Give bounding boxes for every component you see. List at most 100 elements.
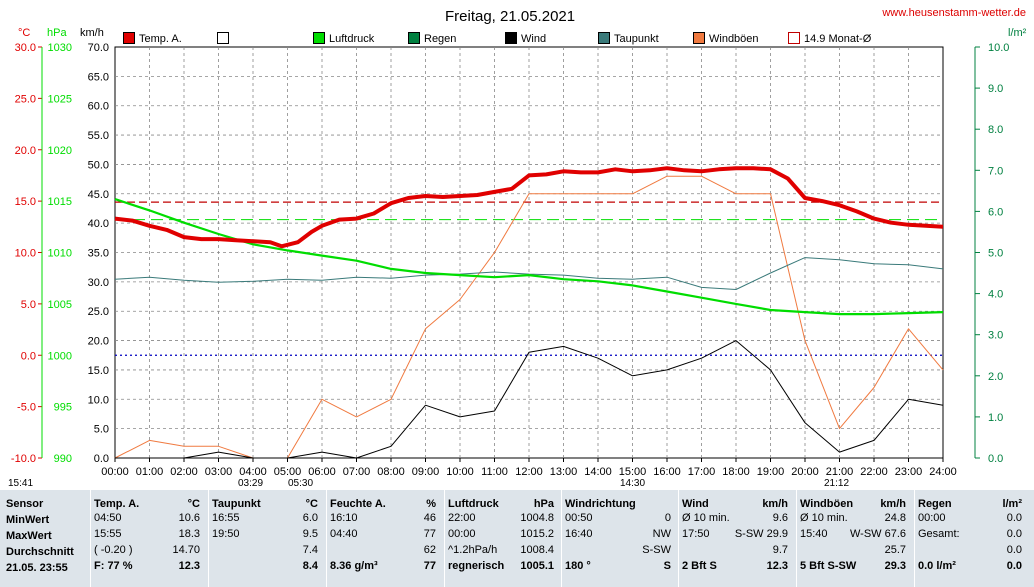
- table-cell-value: 1008.4: [520, 544, 554, 556]
- x-tick-label: 03:00: [205, 466, 233, 478]
- table-row: 17:50 S-SW 29.9: [682, 526, 794, 542]
- wind-tick-label: 40.0: [88, 218, 109, 230]
- table-col-unit: °C: [187, 498, 200, 510]
- table-cell-label: 00:00: [918, 512, 946, 524]
- table-divider: [90, 490, 91, 587]
- table-col-header: Windrichtung: [565, 498, 677, 510]
- wind-tick-label: 35.0: [88, 248, 109, 260]
- pressure-tick-label: 1020: [48, 145, 72, 157]
- temp-tick-label: 30.0: [15, 42, 36, 54]
- table-row: Gesamt: 0.0: [918, 526, 1028, 542]
- table-divider: [208, 490, 209, 587]
- table-row: 180 ° S: [565, 558, 677, 574]
- table-cell-value: 29.3: [884, 560, 906, 572]
- pressure-tick-label: 1005: [48, 299, 72, 311]
- table-cell-label: ( -0.20 ): [94, 544, 133, 556]
- legend-label: Regen: [424, 33, 457, 45]
- table-col: Regen l/m² 00:00 0.0 Gesamt: 0.0 0.0 0.0 l/m² 0.…: [918, 490, 1028, 587]
- rain-unit-label: l/m²: [1008, 27, 1027, 39]
- rain-tick-label: 6.0: [988, 206, 1003, 218]
- table-cell-label: 16:40: [565, 528, 593, 540]
- table-col-title: Feuchte A.: [330, 498, 386, 510]
- table-cell-value: 10.6: [178, 512, 200, 524]
- legend-swatch: [408, 32, 420, 44]
- table-cell-value: 0.0: [1006, 544, 1022, 556]
- pressure-tick-label: 995: [54, 402, 72, 414]
- table-cell-label: Durchschnitt: [6, 546, 74, 558]
- table-cell-label: 04:40: [330, 528, 358, 540]
- x-tick-label: 23:00: [895, 466, 923, 478]
- temp-unit-label: °C: [18, 27, 30, 39]
- table-cell-label: ^1.2hPa/h: [448, 544, 498, 556]
- table-col-header: Taupunkt °C: [212, 498, 324, 510]
- x-tick-label: 12:00: [515, 466, 543, 478]
- table-divider: [326, 490, 327, 587]
- legend-swatch: [123, 32, 135, 44]
- rain-tick-label: 10.0: [988, 42, 1009, 54]
- table-cell-value: 6.0: [302, 512, 318, 524]
- x-tick-label: 21:00: [826, 466, 854, 478]
- temp-tick-label: 20.0: [15, 145, 36, 157]
- table-col: Taupunkt °C 16:55 6.0 19:50 9.5 7.4 8.4: [212, 490, 324, 587]
- table-cell-label: Gesamt:: [918, 528, 960, 540]
- table-cell-label: 16:55: [212, 512, 240, 524]
- rain-tick-label: 8.0: [988, 124, 1003, 136]
- x-tick-label: 24:00: [929, 466, 957, 478]
- table-cell-value: 8.4: [302, 560, 318, 572]
- table-divider: [914, 490, 915, 587]
- table-cell-value: S-SW 29.9: [734, 528, 788, 540]
- table-cell-value: W-SW 67.6: [849, 528, 906, 540]
- table-col: Feuchte A.% 16:10 46 04:40 77 62 8.36 g/m³ 77: [330, 490, 442, 587]
- table-col: Wind km/h Ø 10 min. 9.6 17:50 S-SW 29.9 9.7 2 B…: [682, 490, 794, 587]
- wind-tick-label: 5.0: [94, 424, 109, 436]
- table-col-title: Regen: [918, 498, 952, 510]
- temp-tick-label: 25.0: [15, 93, 36, 105]
- site-link[interactable]: www.heusenstamm-wetter.de: [882, 7, 1026, 19]
- x-tick-label: 15:00: [619, 466, 647, 478]
- table-cell-label: 15:40: [800, 528, 828, 540]
- pressure-tick-label: 1010: [48, 248, 72, 260]
- table-col-unit: °C: [305, 498, 318, 510]
- x-tick-label: 06:00: [308, 466, 336, 478]
- x-tick-label: 11:00: [481, 466, 508, 478]
- table-row: 62: [330, 542, 442, 558]
- wind-unit-label: km/h: [80, 27, 104, 39]
- table-cell-label: Ø 10 min.: [800, 512, 848, 524]
- table-row: 21.05. 23:55: [6, 560, 92, 576]
- table-cell-value: 12.3: [178, 560, 200, 572]
- wind-tick-label: 50.0: [88, 159, 109, 171]
- legend-label: Wind: [521, 33, 547, 45]
- table-row: Ø 10 min. 9.6: [682, 510, 794, 526]
- rain-tick-label: 7.0: [988, 165, 1003, 177]
- table-divider: [444, 490, 445, 587]
- table-cell-value: 25.7: [884, 544, 906, 556]
- legend-item: Temp. A.: [123, 32, 182, 45]
- rain-tick-label: 5.0: [988, 248, 1003, 260]
- temp-tick-label: 5.0: [21, 299, 36, 311]
- table-cell-value: 0.0: [1006, 560, 1022, 572]
- table-col-title: Luftdruck: [448, 498, 499, 510]
- table-cell-value: 24.8: [884, 512, 906, 524]
- table-row: MaxWert: [6, 528, 92, 544]
- table-col: Sensor MinWert MaxWert Durchschnitt 21.05. 2…: [6, 490, 92, 587]
- pressure-tick-label: 1015: [48, 196, 72, 208]
- wind-tick-label: 60.0: [88, 101, 109, 113]
- x-tick-label: 08:00: [377, 466, 405, 478]
- table-cell-value: 1005.1: [520, 560, 554, 572]
- table-row: 16:55 6.0: [212, 510, 324, 526]
- temp-tick-label: 15.0: [15, 196, 36, 208]
- table-row: 16:10 46: [330, 510, 442, 526]
- rain-tick-label: 1.0: [988, 412, 1003, 424]
- sunrise2-marker: 05:30: [288, 478, 314, 489]
- table-cell-label: MinWert: [6, 514, 50, 526]
- legend-label: Luftdruck: [329, 33, 375, 45]
- table-cell-value: 9.6: [772, 512, 788, 524]
- table-cell-label: 16:10: [330, 512, 358, 524]
- table-col: Luftdruck hPa 22:00 1004.8 00:00 1015.2 ^1.2hP…: [448, 490, 560, 587]
- table-cell-label: 21.05. 23:55: [6, 562, 68, 574]
- pressure-tick-label: 1000: [48, 350, 72, 362]
- sunset-marker: 21:12: [824, 478, 850, 489]
- table-row: 0.0: [918, 542, 1028, 558]
- wind-tick-label: 65.0: [88, 71, 109, 83]
- table-cell-label: regnerisch: [448, 560, 505, 572]
